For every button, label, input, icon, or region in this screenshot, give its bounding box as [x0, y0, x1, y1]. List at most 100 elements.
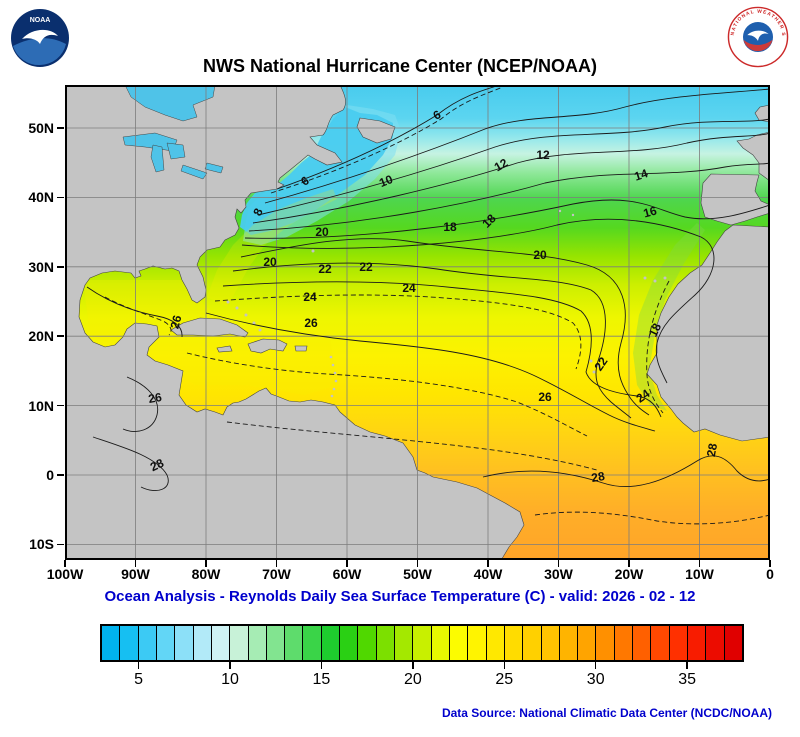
colorbar-tick-mark: [594, 662, 597, 669]
colorbar-cell: [613, 626, 633, 660]
x-tick-label: 70W: [262, 566, 291, 582]
colorbar-cell: [247, 626, 266, 660]
hudson-bay: [124, 85, 216, 122]
colorbar-tick-label: 30: [586, 671, 605, 688]
x-tick-mark: [769, 560, 771, 567]
y-tick-mark: [57, 543, 64, 546]
x-tick-label: 60W: [332, 566, 362, 582]
nws-logo[interactable]: NATIONAL WEATHER SERVICE: [725, 2, 789, 68]
colorbar-cell: [320, 626, 340, 660]
gulf-stream-tongue: [207, 189, 337, 307]
x-tick-label: 100W: [46, 566, 84, 582]
small-islands: [226, 209, 667, 398]
island-puerto-rico: [294, 345, 308, 352]
nws-emblem: NATIONAL WEATHER SERVICE: [725, 2, 789, 68]
x-tick-mark: [487, 560, 489, 567]
x-tick-mark: [416, 560, 419, 567]
colorbar-tick-mark: [412, 662, 414, 669]
colorbar-cell: [522, 626, 541, 660]
x-tick-label: 40W: [473, 566, 503, 582]
map-frame: [65, 85, 770, 560]
x-tick-mark: [134, 560, 137, 567]
colorbar-tick-label: 15: [312, 671, 331, 688]
colorbar-tick-mark: [686, 662, 688, 669]
noaa-logo[interactable]: NOAA: [10, 8, 70, 68]
x-tick-mark: [628, 560, 630, 567]
y-tick-label: 20N: [28, 328, 54, 345]
colorbar-tick-mark: [229, 662, 231, 669]
grid-lines: [65, 85, 770, 560]
y-tick-label: 30N: [28, 258, 54, 275]
gulf-caribbean-warm: [83, 280, 337, 395]
lake-huron: [166, 142, 186, 160]
colorbar-tick-mark: [137, 662, 140, 669]
cold-shelf-water: [240, 107, 393, 235]
x-tick-mark: [698, 560, 701, 567]
colorbar-cell: [339, 626, 358, 660]
colorbar-cell: [485, 626, 504, 660]
landmass-africa: [646, 224, 770, 442]
colorbar-tick-label: 25: [495, 671, 514, 688]
x-tick-mark: [346, 560, 348, 567]
x-tick-label: 50W: [403, 566, 432, 582]
x-tick-mark: [557, 560, 560, 567]
colorbar-cell: [210, 626, 230, 660]
x-tick-label: 0: [766, 566, 774, 582]
colorbar-cell: [503, 626, 523, 660]
colorbar-cell: [284, 626, 303, 660]
landmass-france: [736, 131, 770, 182]
landmass-iberia: [700, 173, 770, 226]
colorbar-tick-mark: [320, 662, 323, 669]
y-tick-mark: [57, 474, 64, 476]
y-tick-label: 40N: [28, 189, 54, 206]
colorbar-cell: [687, 626, 706, 660]
y-tick-mark: [57, 196, 64, 199]
colorbar-cell: [577, 626, 596, 660]
african-upwelling: [633, 223, 705, 411]
colorbar-cell: [650, 626, 669, 660]
island-jamaica: [216, 345, 233, 353]
colorbar-tick-label: 20: [403, 671, 422, 688]
colorbar-cell: [394, 626, 413, 660]
contours-dashed: [104, 86, 770, 525]
y-tick-label: 50N: [28, 120, 54, 136]
colorbar-cell: [229, 626, 248, 660]
colorbar-cell: [174, 626, 193, 660]
noaa-logo-text: NOAA: [30, 17, 51, 24]
x-tick-mark: [275, 560, 278, 567]
colorbar-cell: [632, 626, 651, 660]
y-tick-mark: [57, 404, 64, 407]
landmass-americas: [65, 85, 525, 560]
colorbar-cell: [192, 626, 211, 660]
contours-solid: [86, 85, 770, 491]
landmass-newfoundland: [356, 117, 396, 144]
colorbar-tick-label: 5: [134, 671, 144, 688]
map-caption: Ocean Analysis - Reynolds Daily Sea Surf…: [104, 588, 696, 605]
colorbar-cell: [595, 626, 614, 660]
colorbar-cell: [668, 626, 687, 660]
colorbar-cell: [467, 626, 486, 660]
colorbar-tick-mark: [503, 662, 506, 669]
inland-waters: [122, 85, 224, 180]
x-tick-mark: [205, 560, 207, 567]
x-tick-mark: [64, 560, 66, 567]
colorbar-cell: [302, 626, 321, 660]
landmasses: [65, 85, 770, 560]
x-tick-label: 80W: [191, 566, 221, 582]
colorbar-cell: [102, 626, 120, 660]
colorbar-cell: [137, 626, 156, 660]
y-tick-label: 10S: [29, 536, 54, 553]
colorbar-cell: [448, 626, 468, 660]
x-tick-label: 90W: [121, 566, 150, 582]
colorbar-cell: [412, 626, 431, 660]
colorbar-tick-label: 35: [678, 671, 697, 688]
island-hispaniola: [247, 338, 288, 354]
lake-erie: [180, 164, 208, 180]
noaa-emblem-lower: [13, 38, 66, 66]
colorbar-cell: [540, 626, 559, 660]
y-tick-mark: [57, 266, 64, 268]
data-source-note: Data Source: National Climatic Data Cent…: [441, 706, 772, 720]
colorbar-cell: [558, 626, 578, 660]
colorbar-cell: [155, 626, 175, 660]
